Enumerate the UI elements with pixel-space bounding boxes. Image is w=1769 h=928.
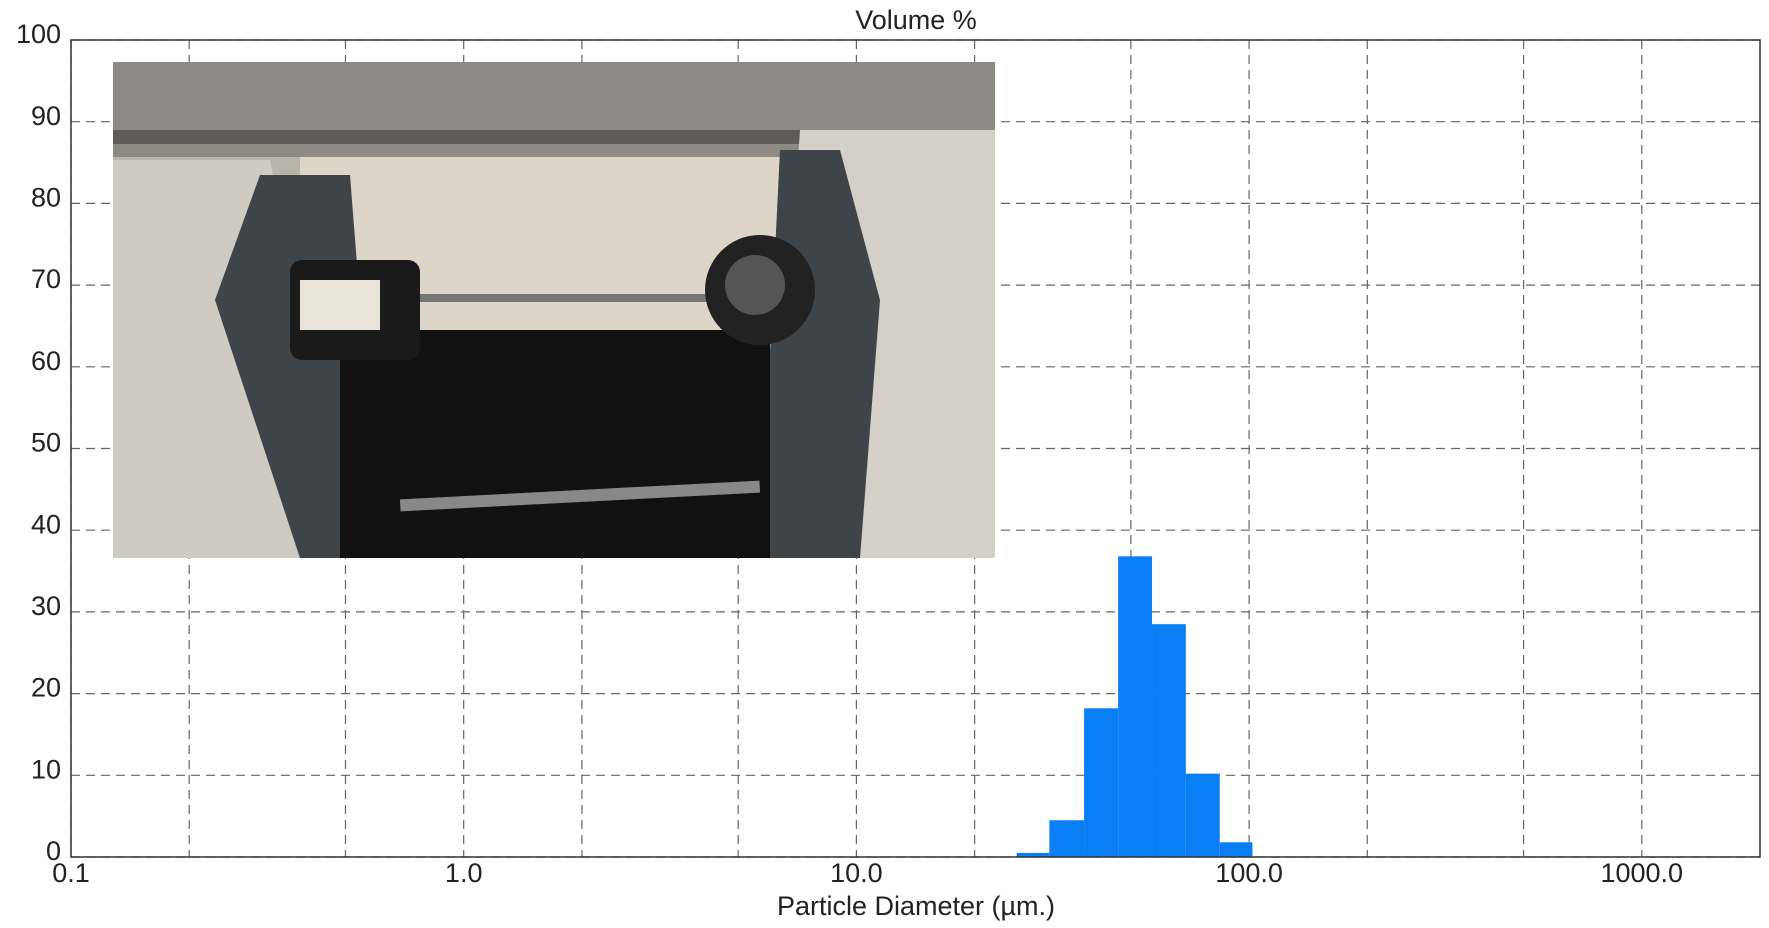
y-tick-label: 90 xyxy=(31,101,61,131)
plot-frame xyxy=(70,39,1761,858)
x-tick-label: 0.1 xyxy=(52,858,90,888)
bar xyxy=(1084,708,1119,857)
x-tick-label: 1000.0 xyxy=(1600,858,1683,888)
y-tick-label: 40 xyxy=(31,509,61,539)
y-tick-label: 60 xyxy=(31,346,61,376)
y-tick-label: 70 xyxy=(31,264,61,294)
x-tick-label: 10.0 xyxy=(830,858,883,888)
x-tick-label: 100.0 xyxy=(1215,858,1283,888)
y-tick-label: 80 xyxy=(31,183,61,213)
y-tick-label: 30 xyxy=(31,591,61,621)
x-axis-title: Particle Diameter (µm.) xyxy=(777,891,1055,921)
chart-title: Volume % xyxy=(855,5,977,35)
y-tick-label: 20 xyxy=(31,673,61,703)
photo-inset xyxy=(113,62,995,558)
bar xyxy=(1118,556,1153,857)
bar xyxy=(1152,624,1186,857)
bar xyxy=(1016,852,1050,857)
y-tick-label: 10 xyxy=(31,754,61,784)
bar xyxy=(1185,773,1220,857)
y-tick-label: 0 xyxy=(46,836,61,866)
y-tick-label: 50 xyxy=(31,428,61,458)
y-tick-label: 100 xyxy=(16,19,61,49)
bar xyxy=(1219,842,1253,857)
bar xyxy=(1049,820,1085,857)
x-tick-label: 1.0 xyxy=(445,858,483,888)
